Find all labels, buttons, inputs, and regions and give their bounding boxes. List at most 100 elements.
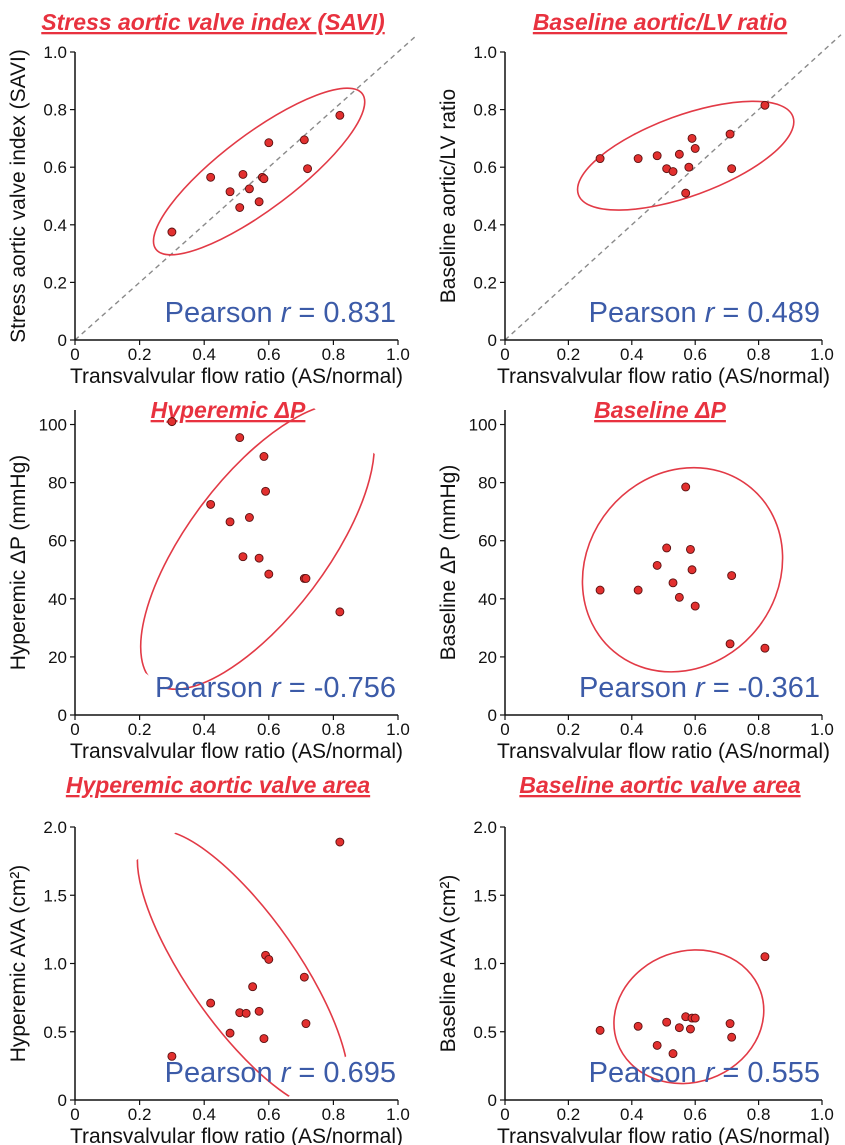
data-point — [760, 100, 770, 110]
x-tick-label: 0.4 — [620, 1105, 644, 1124]
y-tick-label: 0.4 — [43, 216, 67, 235]
y-tick-label: 1.5 — [43, 886, 67, 905]
panel-title: Hyperemic ΔP — [151, 397, 306, 423]
data-point — [225, 187, 235, 197]
y-tick-label: 2.0 — [473, 818, 497, 837]
pearson-prefix: Pearson — [589, 297, 705, 329]
data-point — [206, 998, 216, 1008]
data-point — [668, 167, 678, 176]
y-tick-label: 0 — [488, 331, 497, 350]
panel-title: Baseline aortic/LV ratio — [533, 9, 787, 35]
y-tick-label: 20 — [478, 648, 497, 667]
data-point — [167, 1051, 177, 1061]
x-axis-label: Transvalvular flow ratio (AS/normal) — [70, 740, 403, 763]
y-tick-label: 80 — [478, 474, 497, 493]
pearson-annotation: Pearson r = 0.831 — [165, 297, 396, 329]
x-tick-label: 0.2 — [557, 1105, 581, 1124]
data-point — [264, 138, 274, 148]
pearson-value: = -0.756 — [281, 672, 396, 704]
x-tick-label: 1.0 — [386, 345, 410, 364]
y-axis-label: Baseline AVA (cm²) — [437, 875, 460, 1053]
x-axis-label: Transvalvular flow ratio (AS/normal) — [70, 365, 403, 388]
scatter-panel-2: Baseline aortic/LV ratio 0 0.2 0.4 0.6 0.8 1.0… — [437, 9, 842, 388]
data-point — [264, 954, 274, 964]
y-tick-label: 100 — [469, 416, 497, 435]
y-tick-label: 1.5 — [473, 886, 497, 905]
x-tick-label: 0 — [500, 1105, 509, 1124]
x-tick-label: 0.2 — [557, 345, 581, 364]
data-point — [725, 1019, 735, 1029]
pearson-r-symbol: r — [695, 672, 706, 704]
x-tick-label: 1.0 — [386, 1105, 410, 1124]
data-point — [206, 172, 216, 182]
y-tick-label: 0.2 — [473, 273, 497, 292]
pearson-value: = -0.361 — [705, 672, 820, 704]
x-tick-label: 0.4 — [620, 345, 644, 364]
x-axis-label: Transvalvular flow ratio (AS/normal) — [497, 740, 830, 763]
scatter-panel-4: Baseline ΔP 0 0.2 0.4 0.6 0.8 1.0 0 20 40 60 80 100 T… — [437, 397, 834, 763]
pearson-annotation: Pearson r = 0.695 — [165, 1057, 396, 1089]
y-tick-label: 100 — [39, 416, 67, 435]
data-point — [225, 1028, 235, 1038]
y-tick-label: 40 — [48, 590, 67, 609]
pearson-r-symbol: r — [271, 672, 282, 704]
y-axis-label: Baseline aortic/LV ratio — [437, 89, 460, 303]
pearson-prefix: Pearson — [589, 1057, 705, 1089]
y-tick-label: 60 — [48, 532, 67, 551]
data-point — [681, 188, 691, 198]
x-tick-label: 1.0 — [386, 720, 410, 739]
identity-line — [504, 34, 842, 341]
data-point — [244, 513, 254, 522]
y-tick-label: 20 — [48, 648, 67, 667]
data-point — [685, 1024, 695, 1034]
pearson-annotation: Pearson r = -0.361 — [579, 672, 820, 704]
panel-title: Stress aortic valve index (SAVI) — [41, 9, 384, 35]
data-point — [264, 569, 274, 579]
panel-title: Hyperemic aortic valve area — [66, 772, 371, 798]
y-tick-label: 0 — [58, 331, 67, 350]
y-tick-label: 0 — [488, 1091, 497, 1110]
pearson-prefix: Pearson — [155, 672, 271, 704]
y-axis-label: Hyperemic ΔP (mmHg) — [7, 455, 30, 671]
data-point — [662, 543, 672, 553]
data-point — [681, 482, 691, 492]
y-tick-label: 1.0 — [43, 43, 67, 62]
data-point — [299, 972, 309, 982]
data-point — [335, 110, 345, 120]
data-point — [727, 571, 737, 581]
pearson-annotation: Pearson r = 0.555 — [589, 1057, 820, 1089]
y-tick-label: 2.0 — [43, 818, 67, 837]
data-point — [167, 227, 177, 237]
data-point — [254, 1006, 264, 1016]
y-axis-label: Stress aortic valve index (SAVI) — [7, 49, 30, 343]
x-tick-label: 0.6 — [683, 720, 707, 739]
x-tick-label: 0.8 — [747, 720, 771, 739]
x-tick-label: 0.6 — [257, 345, 281, 364]
data-point — [244, 184, 254, 194]
x-tick-label: 0.8 — [747, 345, 771, 364]
y-tick-label: 0.5 — [473, 1023, 497, 1042]
pearson-value: = 0.831 — [290, 297, 396, 329]
data-point — [301, 574, 311, 583]
y-tick-label: 0.8 — [43, 101, 67, 120]
data-point — [668, 1049, 678, 1059]
x-tick-label: 0 — [70, 1105, 79, 1124]
x-axis-label: Transvalvular flow ratio (AS/normal) — [497, 1125, 830, 1145]
y-tick-label: 0 — [58, 706, 67, 725]
data-point — [633, 585, 643, 595]
data-point — [235, 433, 245, 443]
y-tick-label: 0.6 — [43, 158, 67, 177]
x-tick-label: 1.0 — [810, 720, 834, 739]
data-point — [301, 1019, 311, 1029]
data-point — [335, 837, 345, 847]
data-point — [725, 639, 735, 649]
pearson-prefix: Pearson — [579, 672, 695, 704]
x-tick-label: 0.2 — [128, 1105, 152, 1124]
data-point — [225, 517, 235, 527]
x-tick-label: 0.8 — [322, 720, 346, 739]
x-tick-label: 0.6 — [257, 1105, 281, 1124]
data-point — [595, 154, 605, 164]
data-point — [299, 135, 309, 145]
x-axis-label: Transvalvular flow ratio (AS/normal) — [70, 1125, 403, 1145]
panel-title: Baseline ΔP — [594, 397, 726, 423]
